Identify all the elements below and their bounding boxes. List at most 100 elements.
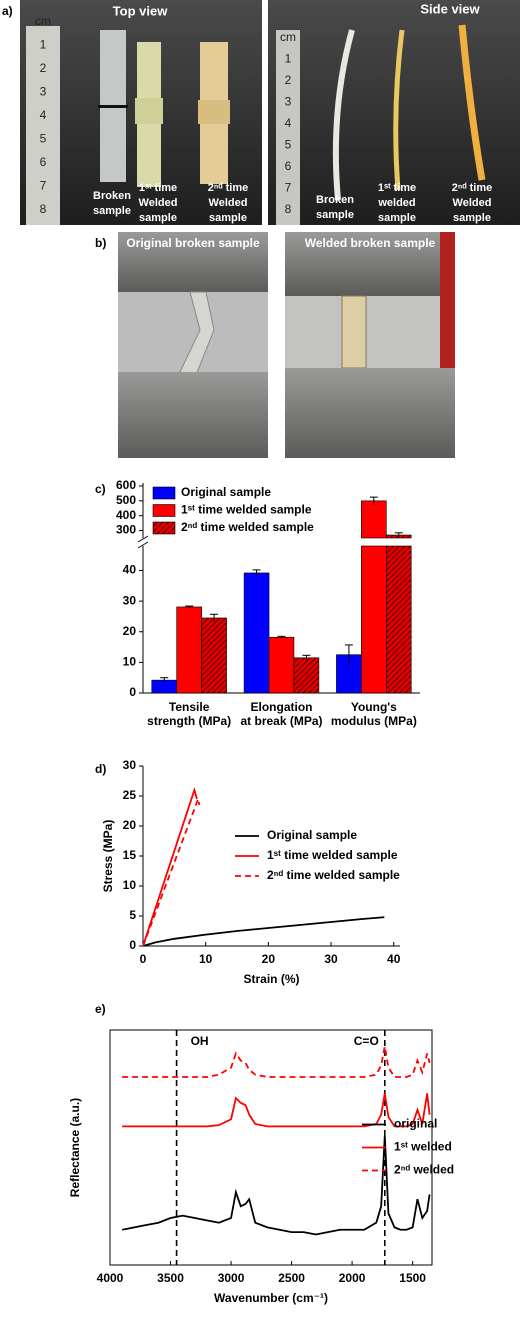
bar xyxy=(201,617,227,694)
bar xyxy=(361,500,387,539)
reference-label: C=O xyxy=(354,1034,379,1048)
panel-label: b) xyxy=(95,236,106,250)
x-tick-label: 4000 xyxy=(97,1271,124,1285)
y-axis-title: Reflectance (a.u.) xyxy=(68,1098,82,1197)
sample-label: sample xyxy=(316,209,354,221)
label-line: Young's xyxy=(351,700,397,714)
legend-label: Original sample xyxy=(267,828,357,842)
series-line xyxy=(142,786,198,947)
x-tick-label: 10 xyxy=(199,952,213,966)
ruler-label: 2 xyxy=(285,73,292,87)
y-tick-label: 600 xyxy=(116,478,136,492)
photo-welded xyxy=(285,232,455,458)
clamp xyxy=(285,232,455,296)
y-tick-label: 20 xyxy=(123,624,137,638)
bar xyxy=(176,606,202,694)
sample-label: sample xyxy=(93,205,131,217)
photo-title: Original broken sample xyxy=(126,236,260,250)
ruler-label: 5 xyxy=(285,138,292,152)
strip xyxy=(393,29,405,191)
panel-label: e) xyxy=(95,1002,106,1016)
y-tick-label: 0 xyxy=(129,938,136,952)
ruler-label: 7 xyxy=(40,179,47,193)
overlap xyxy=(135,98,163,124)
y-tick-label: 400 xyxy=(116,508,136,522)
ruler-label: 6 xyxy=(285,159,292,173)
legend-label: 2ⁿᵈ time welded sample xyxy=(181,520,314,534)
photo-title: Welded broken sample xyxy=(305,236,436,250)
legend-label: 1ˢᵗ time welded sample xyxy=(267,848,398,862)
series-line xyxy=(142,795,201,947)
x-tick-label: Elongation at break (MPa) xyxy=(240,700,322,728)
x-tick-label: 40 xyxy=(387,952,401,966)
x-tick-label: 30 xyxy=(324,952,338,966)
x-tick-label: 0 xyxy=(140,952,147,966)
series-line xyxy=(121,1135,431,1236)
ruler-label: 4 xyxy=(285,116,292,130)
photo-original xyxy=(118,232,268,458)
legend-swatch xyxy=(152,486,176,500)
label-line: strength (MPa) xyxy=(147,714,231,728)
sample-label: sample xyxy=(209,212,247,224)
y-tick-label: 30 xyxy=(123,593,137,607)
sample-label: sample xyxy=(453,212,491,224)
legend-label: 2ⁿᵈ welded xyxy=(394,1163,454,1177)
series-line xyxy=(122,1093,431,1128)
y-tick-label: 30 xyxy=(123,758,137,772)
y-tick-label: 15 xyxy=(123,848,137,862)
photo-title: Side view xyxy=(420,1,480,16)
label-line: at break (MPa) xyxy=(240,714,322,728)
ruler-label: 2 xyxy=(40,61,47,75)
plot-frame xyxy=(109,1029,433,1266)
clamp xyxy=(118,232,268,292)
y-axis-title: Stress (MPa) xyxy=(101,820,115,893)
y-tick-label: 10 xyxy=(123,655,137,669)
sample-label: Welded xyxy=(209,197,248,209)
sample-label: Broken xyxy=(93,190,131,202)
legend-label: original xyxy=(394,1117,437,1131)
ruler-label: 8 xyxy=(40,202,47,216)
photo-title: Top view xyxy=(113,3,169,18)
sample-label: 1ˢᵗ time xyxy=(139,182,177,194)
bar xyxy=(385,545,412,694)
ruler-label: 3 xyxy=(285,95,292,109)
sample-label: welded xyxy=(377,197,415,209)
label-line: Tensile xyxy=(169,700,210,714)
photo-side-view xyxy=(268,0,520,225)
y-tick-label: 10 xyxy=(123,878,137,892)
x-tick-label: 1500 xyxy=(399,1271,426,1285)
specimen xyxy=(341,295,367,369)
sample-label: Welded xyxy=(453,197,492,209)
x-tick-label: 2500 xyxy=(278,1271,305,1285)
ruler-label: 1 xyxy=(285,52,292,66)
reference-label: OH xyxy=(191,1034,209,1048)
ruler-label: 8 xyxy=(285,202,292,216)
y-tick-label: 300 xyxy=(116,523,136,537)
panel-label: a) xyxy=(2,4,13,18)
sample-label: 2ⁿᵈ time xyxy=(208,182,248,194)
strip xyxy=(458,24,486,181)
x-tick-label: 2000 xyxy=(339,1271,366,1285)
photo-top-view xyxy=(20,0,262,225)
bar xyxy=(243,572,270,694)
y-tick-label: 5 xyxy=(129,908,136,922)
legend-swatch xyxy=(152,504,176,517)
y-tick-label: 500 xyxy=(116,493,136,507)
x-tick-label: 3500 xyxy=(157,1271,184,1285)
bar xyxy=(268,636,295,694)
sample-label: Welded xyxy=(139,197,178,209)
ruler-label: 3 xyxy=(40,85,47,99)
series-line xyxy=(122,1046,431,1078)
legend-swatch xyxy=(152,521,176,535)
sample-label: 2ⁿᵈ time xyxy=(452,182,492,194)
bar xyxy=(361,545,387,694)
series-line xyxy=(142,916,385,947)
y-tick-label: 0 xyxy=(129,685,136,699)
clamp xyxy=(118,372,268,458)
sample-label: sample xyxy=(139,212,177,224)
sample-label: Broken xyxy=(316,194,354,206)
bar xyxy=(293,657,320,694)
axis-break xyxy=(137,535,149,543)
strip xyxy=(332,29,355,201)
